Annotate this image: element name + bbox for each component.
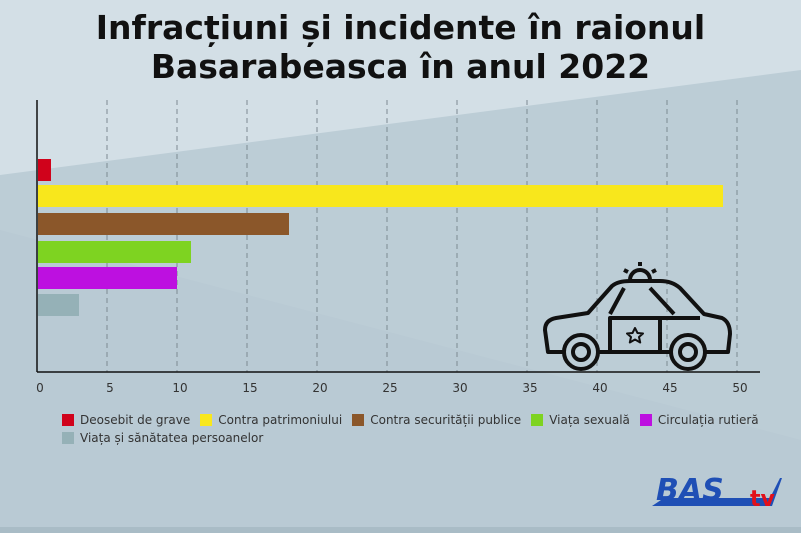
- legend-swatch: [62, 432, 74, 444]
- title-line-2: Basarabeasca în anul 2022: [150, 47, 651, 86]
- x-tick-label: 35: [522, 381, 537, 395]
- legend-swatch: [200, 414, 213, 426]
- legend-item: Viața sexuală: [531, 411, 630, 429]
- x-tick-label: 5: [106, 381, 114, 395]
- legend-label: Contra patrimoniului: [218, 413, 343, 427]
- x-tick-label: 15: [242, 381, 257, 395]
- bastv-logo: BAS tv: [652, 473, 782, 512]
- bar-5: [38, 294, 79, 316]
- legend-swatch: [62, 414, 74, 426]
- bottom-bar: [0, 527, 801, 533]
- bar-0: [38, 159, 51, 181]
- x-tick-label: 50: [732, 381, 747, 395]
- legend-label: Deosebit de grave: [80, 413, 191, 427]
- title-line-1: Infracțiuni și incidente în raionul: [95, 8, 706, 47]
- logo-tv: tv: [750, 487, 776, 512]
- legend-swatch: [639, 414, 652, 426]
- logo-bas: BAS: [656, 473, 724, 508]
- legend-label: Contra securității publice: [370, 413, 522, 427]
- x-tick-label: 40: [592, 381, 607, 395]
- x-tick-label: 0: [36, 381, 44, 395]
- bar-1: [38, 185, 723, 207]
- legend-swatch: [531, 414, 544, 426]
- legend: Deosebit de grave Contra patrimoniului Con…: [62, 411, 782, 447]
- legend-item: Contra securității publice: [352, 411, 521, 429]
- legend-label: Viața și sănătatea persoanelor: [80, 431, 264, 445]
- bar-2: [38, 213, 289, 235]
- x-tick-label: 10: [172, 381, 187, 395]
- chart-title: Infracțiuni și incidente în raionul Basa…: [0, 8, 801, 86]
- bar-4: [38, 267, 177, 289]
- police-car-icon: [543, 262, 732, 371]
- bar-3: [38, 241, 191, 263]
- legend-item: Contra patrimoniului: [200, 411, 342, 429]
- legend-swatch: [352, 414, 365, 426]
- legend-label: Circulația rutieră: [657, 413, 759, 427]
- legend-label: Viața sexuală: [549, 413, 630, 427]
- x-tick-label: 45: [662, 381, 677, 395]
- legend-item: Deosebit de grave: [62, 411, 190, 429]
- legend-item: Viața și sănătatea persoanelor: [62, 429, 263, 447]
- x-tick-label: 20: [312, 381, 327, 395]
- x-tick-label: 25: [382, 381, 397, 395]
- x-tick-label: 30: [452, 381, 467, 395]
- legend-item: Circulația rutieră: [639, 411, 759, 429]
